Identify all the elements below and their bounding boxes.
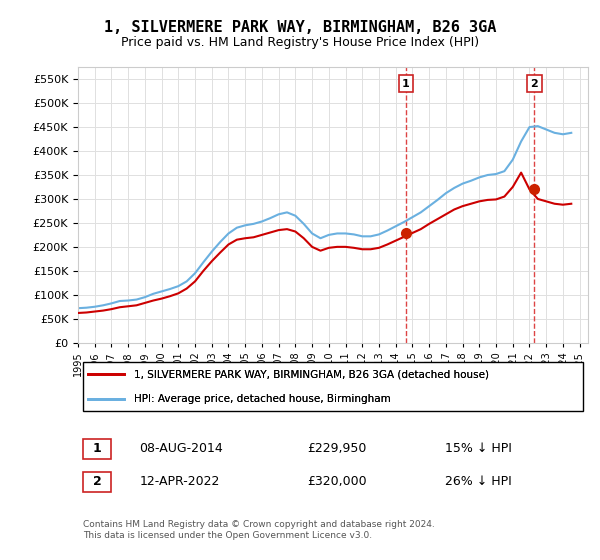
Text: 2: 2 (93, 475, 102, 488)
Text: £320,000: £320,000 (308, 475, 367, 488)
FancyBboxPatch shape (83, 438, 111, 459)
Text: 1: 1 (402, 79, 410, 88)
Text: Contains HM Land Registry data © Crown copyright and database right 2024.
This d: Contains HM Land Registry data © Crown c… (83, 520, 435, 540)
Text: HPI: Average price, detached house, Birmingham: HPI: Average price, detached house, Birm… (134, 394, 391, 404)
FancyBboxPatch shape (83, 472, 111, 492)
FancyBboxPatch shape (83, 362, 583, 411)
Text: 26% ↓ HPI: 26% ↓ HPI (445, 475, 512, 488)
Text: 12-APR-2022: 12-APR-2022 (139, 475, 220, 488)
Text: 1: 1 (93, 442, 102, 455)
Text: 1, SILVERMERE PARK WAY, BIRMINGHAM, B26 3GA (detached house): 1, SILVERMERE PARK WAY, BIRMINGHAM, B26 … (134, 370, 489, 379)
Text: 08-AUG-2014: 08-AUG-2014 (139, 442, 223, 455)
Text: £229,950: £229,950 (308, 442, 367, 455)
Text: Price paid vs. HM Land Registry's House Price Index (HPI): Price paid vs. HM Land Registry's House … (121, 36, 479, 49)
Text: HPI: Average price, detached house, Birmingham: HPI: Average price, detached house, Birm… (134, 394, 391, 404)
Text: 2: 2 (530, 79, 538, 88)
Text: 1, SILVERMERE PARK WAY, BIRMINGHAM, B26 3GA: 1, SILVERMERE PARK WAY, BIRMINGHAM, B26 … (104, 20, 496, 35)
Text: 1, SILVERMERE PARK WAY, BIRMINGHAM, B26 3GA (detached house): 1, SILVERMERE PARK WAY, BIRMINGHAM, B26 … (134, 370, 489, 379)
Text: 15% ↓ HPI: 15% ↓ HPI (445, 442, 512, 455)
